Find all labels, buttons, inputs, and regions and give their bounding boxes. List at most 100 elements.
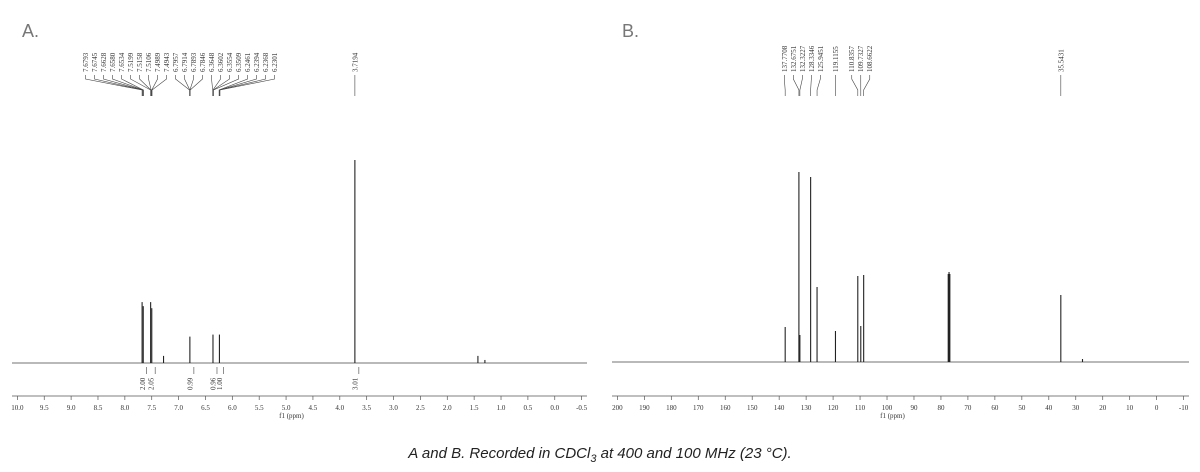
shift-leader bbox=[121, 75, 144, 96]
integral-label: 2.05 bbox=[148, 377, 156, 390]
x-tick-label: 60 bbox=[991, 404, 999, 412]
shift-label: 6.2301 bbox=[271, 52, 279, 72]
shift-label: 109.7327 bbox=[857, 45, 865, 72]
x-tick-label: 0.5 bbox=[524, 404, 533, 412]
x-tick-label: 90 bbox=[910, 404, 918, 412]
shift-label: 6.3602 bbox=[217, 52, 225, 72]
x-tick-label: 8.0 bbox=[120, 404, 129, 412]
x-tick-label: 150 bbox=[747, 404, 758, 412]
shift-label: 119.1155 bbox=[832, 46, 840, 72]
caption: A and B. Recorded in CDCl3 at 400 and 10… bbox=[407, 445, 791, 465]
x-tick-label: 7.5 bbox=[147, 404, 156, 412]
shift-leader bbox=[148, 75, 152, 96]
x-tick-label: 0.0 bbox=[550, 404, 559, 412]
shift-label: 3.7194 bbox=[351, 52, 359, 72]
shift-leader bbox=[85, 75, 143, 96]
x-tick-label: 9.5 bbox=[40, 404, 49, 412]
x-tick-label: 10 bbox=[1126, 404, 1134, 412]
integral-label: 0.99 bbox=[186, 377, 194, 390]
shift-label: 128.3346 bbox=[808, 45, 816, 72]
shift-label: 137.7708 bbox=[781, 45, 789, 72]
x-tick-label: 20 bbox=[1099, 404, 1107, 412]
x-tick-label: 160 bbox=[720, 404, 731, 412]
x-tick-label: 140 bbox=[774, 404, 785, 412]
x-tick-label: 4.0 bbox=[335, 404, 344, 412]
x-tick-label: 1.0 bbox=[497, 404, 506, 412]
panel-label: B. bbox=[622, 21, 639, 41]
shift-label: 35.5431 bbox=[1057, 49, 1065, 72]
x-tick-label: 10.0 bbox=[11, 404, 24, 412]
shift-leader bbox=[189, 75, 203, 96]
shift-label: 7.4989 bbox=[154, 52, 162, 72]
shift-label: 7.6534 bbox=[118, 52, 126, 72]
x-tick-label: 100 bbox=[882, 404, 893, 412]
shift-leader bbox=[219, 75, 266, 96]
x-tick-label: 9.0 bbox=[67, 404, 76, 412]
integral-label: 1.00 bbox=[216, 377, 224, 390]
shift-label: 132.3227 bbox=[799, 45, 807, 72]
shift-leader bbox=[212, 75, 230, 96]
shift-label: 6.7893 bbox=[190, 52, 198, 72]
shift-label: 7.5199 bbox=[127, 52, 135, 72]
x-tick-label: 7.0 bbox=[174, 404, 183, 412]
shift-label: 6.7957 bbox=[172, 52, 180, 72]
shift-leader bbox=[219, 75, 275, 96]
x-tick-label: 1.5 bbox=[470, 404, 479, 412]
x-tick-label: 0 bbox=[1155, 404, 1159, 412]
x-tick-label: 8.5 bbox=[94, 404, 103, 412]
shift-label: 7.5106 bbox=[145, 52, 153, 72]
x-tick-label: 5.0 bbox=[282, 404, 291, 412]
shift-label: 6.3648 bbox=[208, 52, 216, 72]
shift-leader bbox=[184, 75, 191, 96]
x-axis-label: f1 (ppm) bbox=[279, 412, 304, 420]
shift-label: 6.7914 bbox=[181, 52, 189, 72]
x-tick-label: 130 bbox=[801, 404, 812, 412]
shift-label: 6.7846 bbox=[199, 52, 207, 72]
integral-label: 2.00 bbox=[139, 377, 147, 390]
x-tick-label: 180 bbox=[666, 404, 677, 412]
x-tick-label: 70 bbox=[964, 404, 972, 412]
shift-label: 108.6622 bbox=[866, 45, 874, 72]
shift-leader bbox=[130, 75, 151, 96]
shift-label: 6.2461 bbox=[244, 52, 252, 72]
shift-leader bbox=[793, 75, 800, 96]
x-tick-label: 110 bbox=[855, 404, 866, 412]
shift-leader bbox=[94, 75, 143, 96]
panel-label: A. bbox=[22, 21, 39, 41]
x-tick-label: -0.5 bbox=[576, 404, 588, 412]
shift-leader bbox=[139, 75, 152, 96]
shift-leader bbox=[863, 75, 871, 96]
x-tick-label: 6.5 bbox=[201, 404, 210, 412]
shift-leader bbox=[799, 75, 803, 96]
shift-label: 6.2394 bbox=[253, 52, 261, 72]
x-tick-label: 4.5 bbox=[309, 404, 318, 412]
x-tick-label: 5.5 bbox=[255, 404, 264, 412]
shift-label: 6.3554 bbox=[226, 52, 234, 72]
shift-leader bbox=[218, 75, 248, 96]
x-tick-label: 120 bbox=[828, 404, 839, 412]
shift-leader bbox=[810, 75, 812, 96]
caption-text: at 400 and 100 MHz (23 °C). bbox=[596, 445, 791, 462]
x-tick-label: -10 bbox=[1179, 404, 1189, 412]
shift-leader bbox=[211, 75, 214, 96]
shift-label: 132.6751 bbox=[790, 45, 798, 72]
x-tick-label: 2.5 bbox=[416, 404, 425, 412]
shift-label: 7.6580 bbox=[109, 52, 117, 72]
integral-label: 0.96 bbox=[209, 377, 217, 390]
shift-label: 7.6628 bbox=[100, 52, 108, 72]
shift-label: 6.2368 bbox=[262, 52, 270, 72]
shift-leader bbox=[851, 75, 859, 96]
shift-label: 125.9451 bbox=[817, 45, 825, 72]
caption-subscript: 3 bbox=[590, 453, 597, 465]
shift-label: 6.3509 bbox=[235, 52, 243, 72]
shift-leader bbox=[816, 75, 821, 96]
x-tick-label: 3.5 bbox=[362, 404, 371, 412]
x-tick-label: 170 bbox=[693, 404, 704, 412]
x-tick-label: 50 bbox=[1018, 404, 1026, 412]
x-tick-label: 2.0 bbox=[443, 404, 452, 412]
shift-label: 7.6793 bbox=[82, 52, 90, 72]
x-tick-label: 3.0 bbox=[389, 404, 398, 412]
shift-label: 7.4943 bbox=[163, 52, 171, 72]
shift-label: 7.5158 bbox=[136, 52, 144, 72]
